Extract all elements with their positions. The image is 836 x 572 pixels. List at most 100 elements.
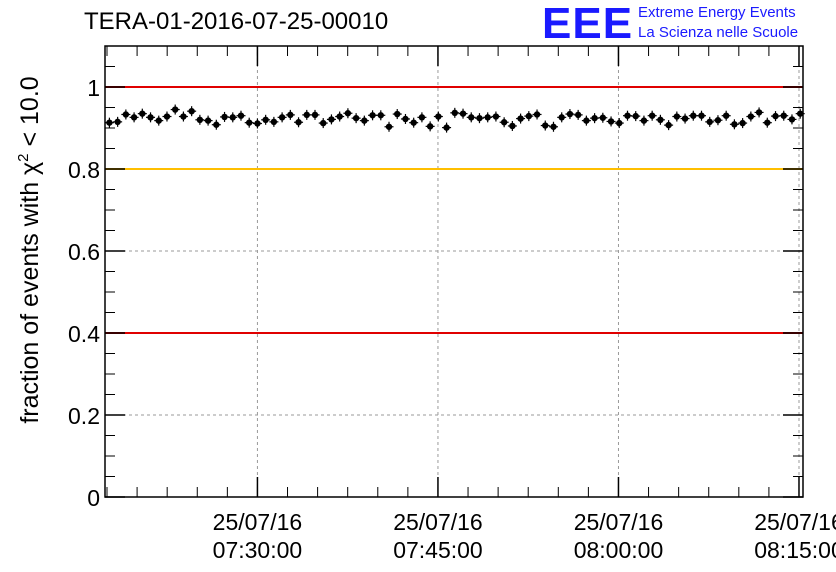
data-point xyxy=(244,117,254,128)
data-marker xyxy=(262,116,269,124)
data-marker xyxy=(517,115,524,122)
y-tick-label: 0 xyxy=(87,485,100,511)
data-marker xyxy=(122,111,130,118)
data-marker xyxy=(698,112,705,119)
data-point xyxy=(335,111,345,122)
data-marker xyxy=(533,111,541,118)
data-point xyxy=(104,117,114,128)
data-marker xyxy=(673,113,681,120)
logo-line-1: Extreme Energy Events xyxy=(638,4,796,21)
data-marker xyxy=(722,112,730,119)
data-point xyxy=(705,116,715,127)
data-marker xyxy=(509,122,516,130)
data-marker xyxy=(402,115,409,123)
data-marker xyxy=(714,117,722,124)
data-point xyxy=(697,110,707,121)
data-point xyxy=(113,116,123,127)
data-point xyxy=(787,114,797,125)
data-marker xyxy=(385,123,393,130)
data-marker xyxy=(459,110,467,117)
data-marker xyxy=(690,112,697,119)
data-point xyxy=(178,111,188,122)
data-point xyxy=(294,117,304,128)
data-point xyxy=(261,114,271,125)
data-point xyxy=(121,109,131,120)
data-point xyxy=(400,113,410,124)
data-marker xyxy=(172,106,179,113)
data-point xyxy=(203,115,213,126)
data-point xyxy=(499,117,509,128)
data-marker xyxy=(747,113,755,120)
data-marker xyxy=(492,113,500,120)
data-point xyxy=(721,110,731,121)
data-marker xyxy=(755,109,763,116)
data-marker xyxy=(550,123,557,130)
data-point xyxy=(590,113,600,124)
data-marker xyxy=(435,113,442,120)
data-point xyxy=(318,118,328,129)
data-point xyxy=(762,117,772,128)
data-point xyxy=(310,109,320,120)
x-tick-date-label: 25/07/16 xyxy=(213,509,303,535)
reference-lines xyxy=(105,86,803,334)
data-point xyxy=(368,110,378,121)
y-label-part: < 10.0 xyxy=(16,76,44,153)
data-point xyxy=(450,107,460,118)
data-markers xyxy=(104,104,805,133)
data-marker xyxy=(377,112,384,119)
data-point xyxy=(458,108,468,119)
data-marker xyxy=(764,119,771,126)
data-marker xyxy=(657,116,664,124)
data-marker xyxy=(139,110,146,117)
x-tick-time-label: 08:15:00 xyxy=(754,537,836,563)
data-point xyxy=(491,111,501,122)
data-point xyxy=(425,121,435,132)
data-marker xyxy=(640,117,648,124)
data-marker xyxy=(796,110,804,117)
data-marker xyxy=(566,110,574,118)
data-point xyxy=(664,120,674,131)
data-point xyxy=(228,112,238,123)
y-tick-label: 1 xyxy=(87,75,100,101)
data-marker xyxy=(270,118,278,126)
data-marker xyxy=(542,122,549,129)
data-marker xyxy=(591,114,598,122)
data-point xyxy=(236,110,246,121)
data-point xyxy=(384,121,394,132)
data-marker xyxy=(320,119,327,127)
data-marker xyxy=(500,119,508,126)
data-marker xyxy=(336,113,343,120)
data-marker xyxy=(114,118,121,126)
data-point xyxy=(573,109,583,120)
x-tick-time-label: 07:45:00 xyxy=(393,537,483,563)
data-point xyxy=(376,110,386,121)
data-marker xyxy=(254,120,261,127)
data-point xyxy=(532,109,542,120)
y-label-part: fraction of events with χ xyxy=(16,162,44,424)
data-marker xyxy=(476,114,483,122)
data-marker xyxy=(344,110,352,117)
data-point xyxy=(655,114,665,125)
tick-labels: 00.20.40.60.8125/07/1607:30:0025/07/1607… xyxy=(68,75,836,563)
data-point xyxy=(483,112,493,123)
data-marker xyxy=(788,116,796,123)
data-point xyxy=(581,115,591,126)
data-marker xyxy=(484,114,491,121)
data-point xyxy=(688,110,698,121)
data-marker xyxy=(772,112,779,120)
data-point xyxy=(409,117,419,128)
data-marker xyxy=(418,114,426,121)
data-point xyxy=(392,109,402,120)
data-point xyxy=(137,108,147,119)
data-point xyxy=(524,111,534,122)
data-marker xyxy=(204,117,212,124)
data-point xyxy=(269,116,279,127)
data-marker xyxy=(394,110,401,118)
data-point xyxy=(343,108,353,119)
data-marker xyxy=(163,113,171,120)
data-point xyxy=(754,107,764,118)
data-point xyxy=(738,118,748,129)
data-marker xyxy=(188,107,195,115)
data-marker xyxy=(451,109,459,117)
